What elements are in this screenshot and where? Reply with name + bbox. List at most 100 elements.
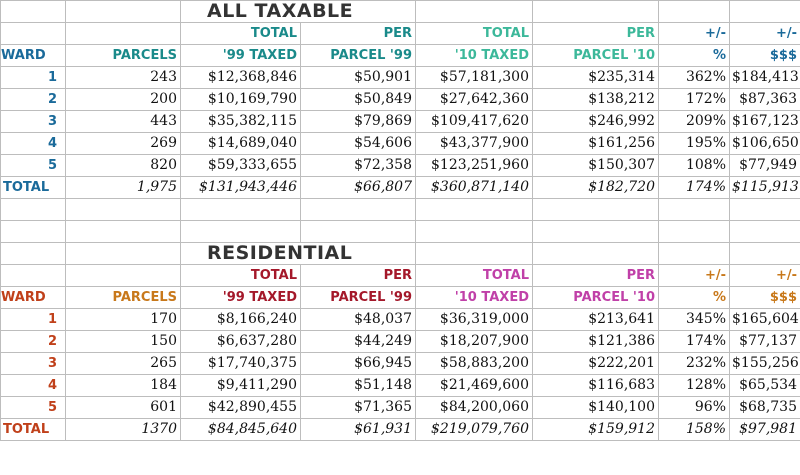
empty-cell[interactable] — [0, 220, 66, 243]
all-taxable-header-change-pct[interactable]: % — [658, 44, 730, 67]
residential-cell-per-parcel-10[interactable]: $222,201 — [532, 352, 659, 375]
residential-cell-per-parcel-99[interactable]: $51,148 — [300, 374, 416, 397]
empty-cell[interactable] — [180, 220, 301, 243]
all-taxable-cell-per-parcel-10[interactable]: $150,307 — [532, 154, 659, 177]
residential-cell-taxed-10[interactable]: $58,883,200 — [415, 352, 533, 375]
all-taxable-ward-number[interactable]: 3 — [0, 110, 66, 133]
all-taxable-cell-per-parcel-99[interactable]: $54,606 — [300, 132, 416, 155]
residential-cell-taxed-10[interactable]: $21,469,600 — [415, 374, 533, 397]
residential-cell-change-dollars[interactable]: $65,534 — [729, 374, 800, 397]
empty-cell[interactable] — [729, 0, 800, 23]
residential-header-top-parcels[interactable] — [65, 264, 181, 287]
all-taxable-header-change-dollars[interactable]: $$$ — [729, 44, 800, 67]
residential-cell-taxed-10[interactable]: $36,319,000 — [415, 308, 533, 331]
all-taxable-cell-change-dollars[interactable]: $77,949 — [729, 154, 800, 177]
all-taxable-cell-per-parcel-99[interactable]: $79,869 — [300, 110, 416, 133]
all-taxable-cell-taxed-99[interactable]: $12,368,846 — [180, 66, 301, 89]
all-taxable-total-change-dollars[interactable]: $115,913 — [729, 176, 800, 199]
all-taxable-total-taxed-10[interactable]: $360,871,140 — [415, 176, 533, 199]
all-taxable-ward-number[interactable]: 1 — [0, 66, 66, 89]
empty-cell[interactable] — [0, 198, 66, 221]
all-taxable-header-ward[interactable]: WARD — [0, 44, 66, 67]
all-taxable-cell-taxed-99[interactable]: $35,382,115 — [180, 110, 301, 133]
empty-cell[interactable] — [532, 242, 659, 265]
all-taxable-ward-number[interactable]: 5 — [0, 154, 66, 177]
residential-cell-parcels[interactable]: 265 — [65, 352, 181, 375]
all-taxable-section-title[interactable]: ALL TAXABLE — [180, 0, 416, 23]
residential-cell-change-pct[interactable]: 174% — [658, 330, 730, 353]
all-taxable-cell-parcels[interactable]: 243 — [65, 66, 181, 89]
residential-total-parcels[interactable]: 1370 — [65, 418, 181, 441]
residential-cell-per-parcel-99[interactable]: $71,365 — [300, 396, 416, 419]
residential-cell-parcels[interactable]: 170 — [65, 308, 181, 331]
empty-cell[interactable] — [65, 198, 181, 221]
all-taxable-cell-taxed-10[interactable]: $57,181,300 — [415, 66, 533, 89]
empty-cell[interactable] — [65, 220, 181, 243]
all-taxable-cell-change-pct[interactable]: 108% — [658, 154, 730, 177]
all-taxable-cell-parcels[interactable]: 443 — [65, 110, 181, 133]
residential-cell-per-parcel-99[interactable]: $48,037 — [300, 308, 416, 331]
all-taxable-header-top-parcels[interactable] — [65, 22, 181, 45]
residential-ward-number[interactable]: 5 — [0, 396, 66, 419]
all-taxable-cell-parcels[interactable]: 269 — [65, 132, 181, 155]
residential-header-top-taxed-99[interactable]: TOTAL — [180, 264, 301, 287]
all-taxable-cell-taxed-10[interactable]: $43,377,900 — [415, 132, 533, 155]
all-taxable-header-top-taxed-10[interactable]: TOTAL — [415, 22, 533, 45]
empty-cell[interactable] — [658, 242, 730, 265]
all-taxable-total-per-parcel-10[interactable]: $182,720 — [532, 176, 659, 199]
residential-cell-change-pct[interactable]: 345% — [658, 308, 730, 331]
residential-header-parcels[interactable]: PARCELS — [65, 286, 181, 309]
residential-cell-change-dollars[interactable]: $165,604 — [729, 308, 800, 331]
all-taxable-header-top-change-pct[interactable]: +/- — [658, 22, 730, 45]
all-taxable-cell-per-parcel-10[interactable]: $235,314 — [532, 66, 659, 89]
residential-ward-number[interactable]: 2 — [0, 330, 66, 353]
empty-cell[interactable] — [0, 242, 66, 265]
all-taxable-cell-taxed-99[interactable]: $10,169,790 — [180, 88, 301, 111]
all-taxable-header-top-per-parcel-10[interactable]: PER — [532, 22, 659, 45]
all-taxable-total-per-parcel-99[interactable]: $66,807 — [300, 176, 416, 199]
residential-header-top-per-parcel-99[interactable]: PER — [300, 264, 416, 287]
all-taxable-cell-per-parcel-99[interactable]: $50,849 — [300, 88, 416, 111]
all-taxable-header-per-parcel-99[interactable]: PARCEL '99 — [300, 44, 416, 67]
residential-cell-taxed-99[interactable]: $6,637,280 — [180, 330, 301, 353]
all-taxable-cell-per-parcel-99[interactable]: $72,358 — [300, 154, 416, 177]
empty-cell[interactable] — [180, 198, 301, 221]
residential-header-change-pct[interactable]: % — [658, 286, 730, 309]
residential-header-top-change-dollars[interactable]: +/- — [729, 264, 800, 287]
all-taxable-cell-change-dollars[interactable]: $167,123 — [729, 110, 800, 133]
all-taxable-cell-taxed-10[interactable]: $109,417,620 — [415, 110, 533, 133]
all-taxable-cell-change-dollars[interactable]: $184,413 — [729, 66, 800, 89]
residential-total-per-parcel-10[interactable]: $159,912 — [532, 418, 659, 441]
residential-cell-per-parcel-10[interactable]: $213,641 — [532, 308, 659, 331]
residential-cell-per-parcel-10[interactable]: $116,683 — [532, 374, 659, 397]
all-taxable-header-top-change-dollars[interactable]: +/- — [729, 22, 800, 45]
empty-cell[interactable] — [658, 0, 730, 23]
residential-cell-per-parcel-99[interactable]: $44,249 — [300, 330, 416, 353]
empty-cell[interactable] — [532, 0, 659, 23]
all-taxable-cell-parcels[interactable]: 820 — [65, 154, 181, 177]
all-taxable-cell-taxed-99[interactable]: $59,333,655 — [180, 154, 301, 177]
residential-header-top-per-parcel-10[interactable]: PER — [532, 264, 659, 287]
residential-cell-change-dollars[interactable]: $68,735 — [729, 396, 800, 419]
empty-cell[interactable] — [532, 198, 659, 221]
residential-section-title[interactable]: RESIDENTIAL — [180, 242, 416, 265]
residential-total-label[interactable]: TOTAL — [0, 418, 66, 441]
all-taxable-cell-change-pct[interactable]: 195% — [658, 132, 730, 155]
all-taxable-header-top-taxed-99[interactable]: TOTAL — [180, 22, 301, 45]
all-taxable-header-top-ward[interactable] — [0, 22, 66, 45]
residential-cell-taxed-99[interactable]: $17,740,375 — [180, 352, 301, 375]
all-taxable-cell-change-dollars[interactable]: $106,650 — [729, 132, 800, 155]
all-taxable-header-taxed-10[interactable]: '10 TAXED — [415, 44, 533, 67]
empty-cell[interactable] — [658, 220, 730, 243]
empty-cell[interactable] — [300, 220, 416, 243]
residential-ward-number[interactable]: 3 — [0, 352, 66, 375]
empty-cell[interactable] — [65, 0, 181, 23]
all-taxable-ward-number[interactable]: 4 — [0, 132, 66, 155]
all-taxable-cell-change-pct[interactable]: 362% — [658, 66, 730, 89]
residential-total-taxed-99[interactable]: $84,845,640 — [180, 418, 301, 441]
all-taxable-header-parcels[interactable]: PARCELS — [65, 44, 181, 67]
empty-cell[interactable] — [0, 0, 66, 23]
all-taxable-cell-per-parcel-10[interactable]: $161,256 — [532, 132, 659, 155]
residential-cell-parcels[interactable]: 601 — [65, 396, 181, 419]
residential-header-ward[interactable]: WARD — [0, 286, 66, 309]
